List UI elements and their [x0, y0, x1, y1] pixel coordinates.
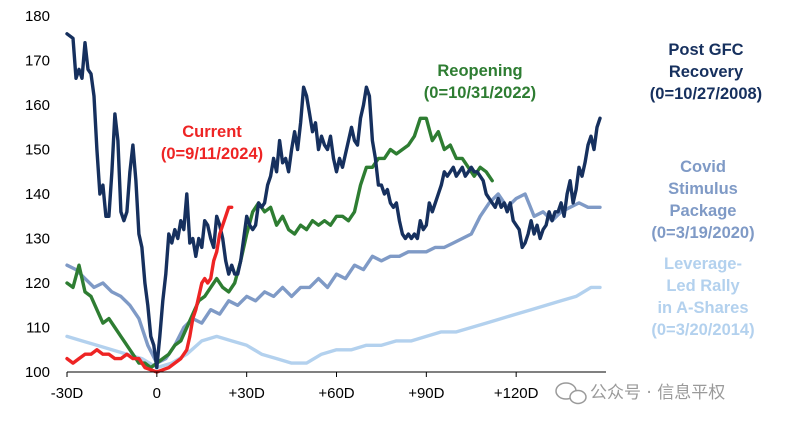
watermark: 公众号 · 信息平权	[555, 382, 725, 405]
series-line-reopening	[65, 116, 494, 370]
y-tick-label: 110	[26, 320, 50, 337]
series-label-covid: Stimulus	[668, 180, 738, 198]
series-label-reopening: (0=10/31/2022)	[424, 84, 536, 102]
y-tick-label: 170	[25, 53, 50, 70]
wechat-icon	[555, 382, 587, 405]
x-tick-label: 0	[153, 385, 161, 402]
series-labels: Leverage- Led Rally in A-Shares (0=3/20/201…	[161, 41, 762, 339]
series-line-post-gfc	[65, 32, 602, 370]
y-tick-label: 140	[25, 186, 50, 203]
y-tick-label: 100	[25, 364, 50, 381]
x-tick-label: -30D	[51, 385, 84, 402]
series-lines	[65, 32, 602, 374]
x-tick-label: +30D	[229, 385, 265, 402]
series-label-leverage: Led Rally	[666, 277, 740, 295]
series-label-leverage: in A-Shares	[657, 299, 748, 317]
y-tick-label: 180	[25, 8, 50, 25]
series-label-leverage: (0=3/20/2014)	[651, 321, 754, 339]
y-tick-label: 130	[25, 231, 50, 248]
series-label-covid: Package	[670, 202, 737, 220]
series-label-covid: (0=3/19/2020)	[651, 224, 754, 242]
y-tick-label: 150	[25, 142, 50, 159]
series-label-current: (0=9/11/2024)	[161, 145, 263, 163]
x-axis: -30D 0 +30D +60D +90D +120D	[51, 372, 539, 402]
x-tick-label: +120D	[494, 385, 539, 402]
series-label-current: Current	[182, 123, 242, 141]
watermark-text: 公众号 · 信息平权	[590, 383, 725, 403]
series-label-covid: Covid	[680, 158, 726, 176]
series-label-post-gfc: Recovery	[669, 63, 744, 81]
y-tick-label: 160	[25, 97, 50, 114]
series-label-leverage: Leverage-	[664, 255, 742, 273]
y-axis: 100 110 120 130 140 150 160 170 180	[25, 8, 50, 381]
series-line-current	[65, 205, 234, 374]
x-tick-label: +90D	[408, 385, 444, 402]
series-label-reopening: Reopening	[437, 62, 522, 80]
y-tick-label: 120	[25, 275, 50, 292]
series-label-post-gfc: (0=10/27/2008)	[650, 85, 762, 103]
series-label-post-gfc: Post GFC	[668, 41, 743, 59]
x-tick-label: +60D	[318, 385, 354, 402]
